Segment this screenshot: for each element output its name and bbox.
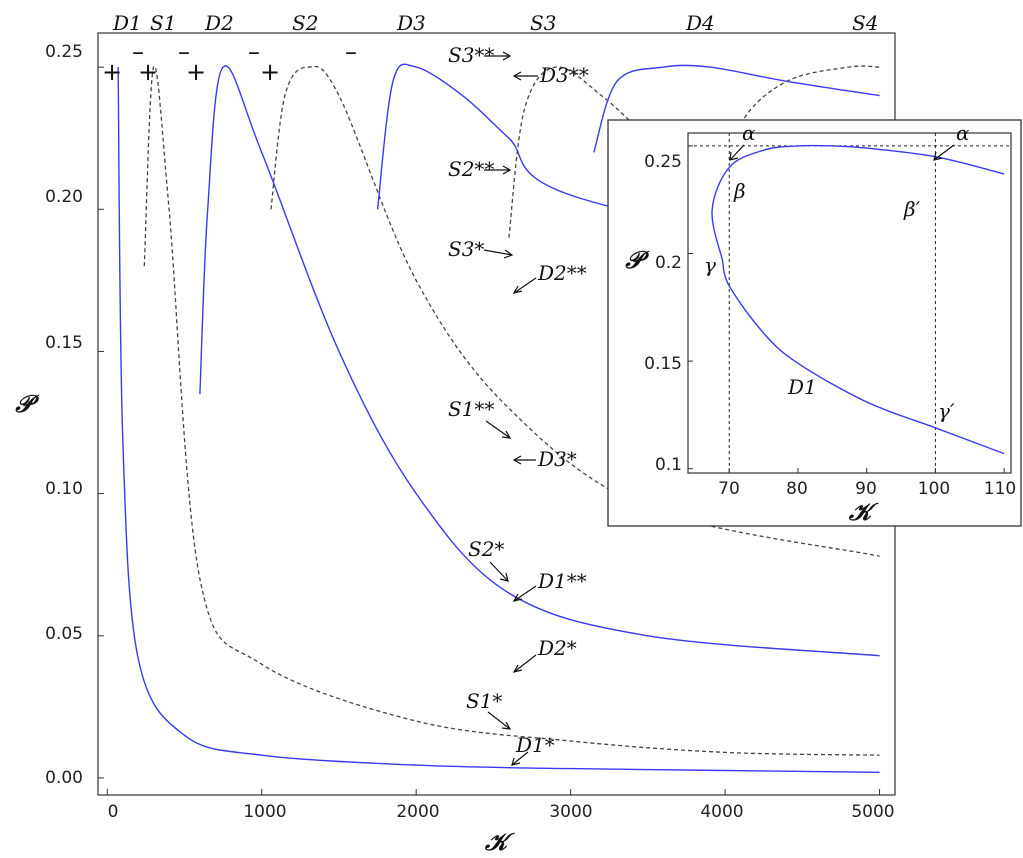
annotation-d3-double-star: D3**: [539, 63, 589, 87]
annotation-s3-double-star: S3**: [448, 43, 494, 67]
plus-sign: +: [102, 58, 122, 86]
main-chart: 0.00 0.05 0.10 0.15 0.20 0.25 0 1000 200…: [14, 11, 896, 856]
series-d4-line: [593, 64, 880, 153]
inset-x-tick-label: 90: [855, 479, 877, 499]
inset-frame: [687, 132, 1012, 474]
inset-label-gamma-prime: γ′: [938, 399, 955, 423]
curve-label-s2: S2: [292, 11, 318, 35]
x-tick-label: 4000: [700, 802, 743, 822]
arrow-head: [499, 572, 509, 582]
inset-ticks: [688, 145, 1005, 473]
inset-panel: [607, 119, 1022, 527]
y-tick-label: 0.25: [45, 42, 83, 62]
inset-label-beta: β: [733, 179, 746, 203]
arrow-line: [511, 751, 529, 766]
curve-label-s1: S1: [150, 11, 176, 35]
arrow-head: [729, 151, 739, 161]
inset-label-d1: D1: [787, 375, 817, 399]
x-tick-label: 1000: [243, 802, 286, 822]
arrow-line: [485, 420, 511, 439]
arrow-head: [501, 430, 512, 439]
inset-chart: 0.1 0.15 0.2 0.25 70 80 90 100 110 𝒦 𝒫 α…: [607, 119, 1022, 527]
minus-sign: –: [132, 38, 144, 66]
annotation-s1-star: S1*: [466, 689, 502, 713]
inset-x-tick-label: 110: [984, 479, 1016, 499]
arrow-line: [729, 144, 745, 161]
annotation-d1-double-star: D1**: [537, 569, 587, 593]
plus-sign: +: [138, 58, 158, 86]
minus-sign: –: [178, 38, 190, 66]
series-d1-line: [117, 67, 880, 773]
arrow-head: [502, 165, 512, 175]
arrow-line: [513, 585, 537, 602]
y-tick-label: 0.15: [45, 333, 83, 353]
y-tick-label: 0.00: [45, 768, 83, 788]
series-s3-line: [508, 66, 757, 239]
inset-y-tick-label: 0.2: [655, 253, 682, 273]
annotation-d3-star: D3*: [537, 447, 577, 471]
inset-label-beta-prime: β′: [903, 197, 921, 221]
x-tick-label: 3000: [549, 802, 592, 822]
series-s1-line: [143, 65, 880, 756]
arrow-head: [512, 455, 522, 465]
annotation-s1-double-star: S1**: [448, 397, 494, 421]
minus-sign: –: [248, 38, 260, 66]
plus-sign: +: [260, 58, 280, 86]
x-tick-label: 2000: [396, 802, 439, 822]
arrow-line: [933, 144, 955, 161]
arrow-head: [501, 721, 512, 730]
curve-label-s4: S4: [852, 11, 878, 35]
main-ticks: [98, 66, 881, 795]
annotation-s3-star: S3*: [448, 237, 484, 261]
arrow-head: [512, 664, 523, 673]
inset-label-alpha-prime: α: [956, 121, 970, 145]
x-tick-label: 5000: [851, 802, 894, 822]
inset-x-tick-label: 100: [918, 479, 950, 499]
minus-sign: –: [345, 38, 357, 66]
inset-x-tick-label: 80: [786, 479, 808, 499]
inset-y-tick-label: 0.25: [644, 152, 682, 172]
arrow-head: [512, 285, 523, 294]
curve-label-d4: D4: [685, 11, 715, 35]
y-tick-label: 0.05: [45, 624, 83, 644]
arrow-line: [487, 711, 511, 730]
arrow-head: [503, 249, 514, 259]
inset-label-alpha: α: [742, 121, 756, 145]
series-d2-line: [199, 65, 880, 657]
arrow-head: [502, 51, 512, 61]
curve-label-s3: S3: [530, 11, 556, 35]
curve-label-d1: D1: [112, 11, 142, 35]
arrow-head: [511, 757, 521, 766]
annotation-s2-double-star: S2**: [448, 157, 494, 181]
plus-sign: +: [186, 58, 206, 86]
inset-curves: [688, 133, 1011, 473]
inset-y-tick-label: 0.15: [644, 354, 682, 374]
y-tick-label: 0.10: [45, 479, 83, 499]
curve-label-d3: D3: [396, 11, 426, 35]
inset-x-tick-label: 70: [718, 479, 740, 499]
arrow-head: [933, 151, 943, 161]
inset-series-d1-upper-branch: [711, 144, 1005, 261]
annotation-d1-star: D1*: [515, 733, 555, 757]
annotation-d2-star: D2*: [537, 636, 577, 660]
arrow-head: [512, 71, 522, 81]
annotation-s2-star: S2*: [468, 537, 504, 561]
arrow-line: [513, 277, 537, 294]
inset-y-tick-label: 0.1: [655, 455, 682, 475]
arrow-head: [512, 593, 523, 602]
inset-label-gamma: γ: [704, 253, 716, 277]
inset-series-d1-lower-branch: [721, 259, 1005, 455]
x-tick-label: 0: [108, 802, 119, 822]
arrow-line: [513, 654, 537, 673]
arrow-line: [483, 249, 513, 256]
annotation-d2-double-star: D2**: [537, 261, 587, 285]
arrow-line: [489, 561, 509, 582]
curve-label-d2: D2: [204, 11, 234, 35]
y-tick-label: 0.20: [45, 187, 83, 207]
